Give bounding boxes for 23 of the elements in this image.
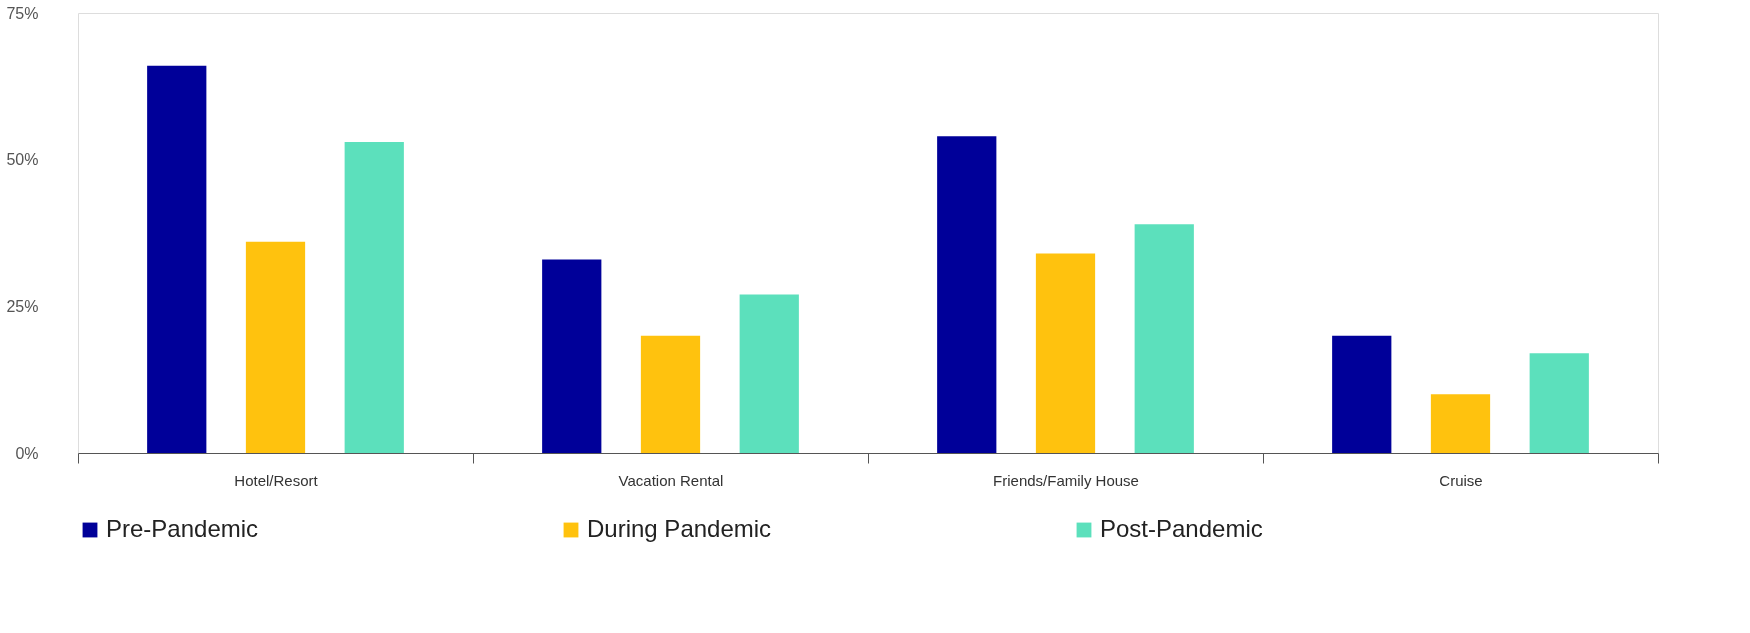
bar bbox=[640, 335, 701, 453]
x-tick-label: Friends/Family House bbox=[993, 471, 1139, 489]
y-tick-label: 75% bbox=[6, 4, 39, 22]
legend-label: Post-Pandemic bbox=[1100, 515, 1263, 542]
y-tick-label: 25% bbox=[6, 297, 39, 315]
bar bbox=[1430, 394, 1491, 453]
bar bbox=[1035, 253, 1096, 453]
legend-label: During Pandemic bbox=[587, 515, 772, 542]
x-tick-label: Cruise bbox=[1439, 471, 1483, 489]
bar bbox=[937, 136, 997, 453]
y-tick-label: 0% bbox=[15, 444, 39, 462]
bar bbox=[344, 142, 404, 453]
bar bbox=[542, 259, 602, 453]
x-tick-label: Vacation Rental bbox=[618, 471, 724, 489]
bar bbox=[1529, 353, 1589, 453]
bar bbox=[147, 65, 207, 453]
y-tick-label: 50% bbox=[6, 151, 39, 169]
bar bbox=[1332, 335, 1392, 453]
legend-label: Pre-Pandemic bbox=[106, 515, 259, 542]
bar bbox=[739, 294, 799, 453]
x-tick-label: Hotel/Resort bbox=[234, 471, 319, 489]
bar bbox=[245, 241, 306, 453]
bar bbox=[1134, 224, 1194, 453]
